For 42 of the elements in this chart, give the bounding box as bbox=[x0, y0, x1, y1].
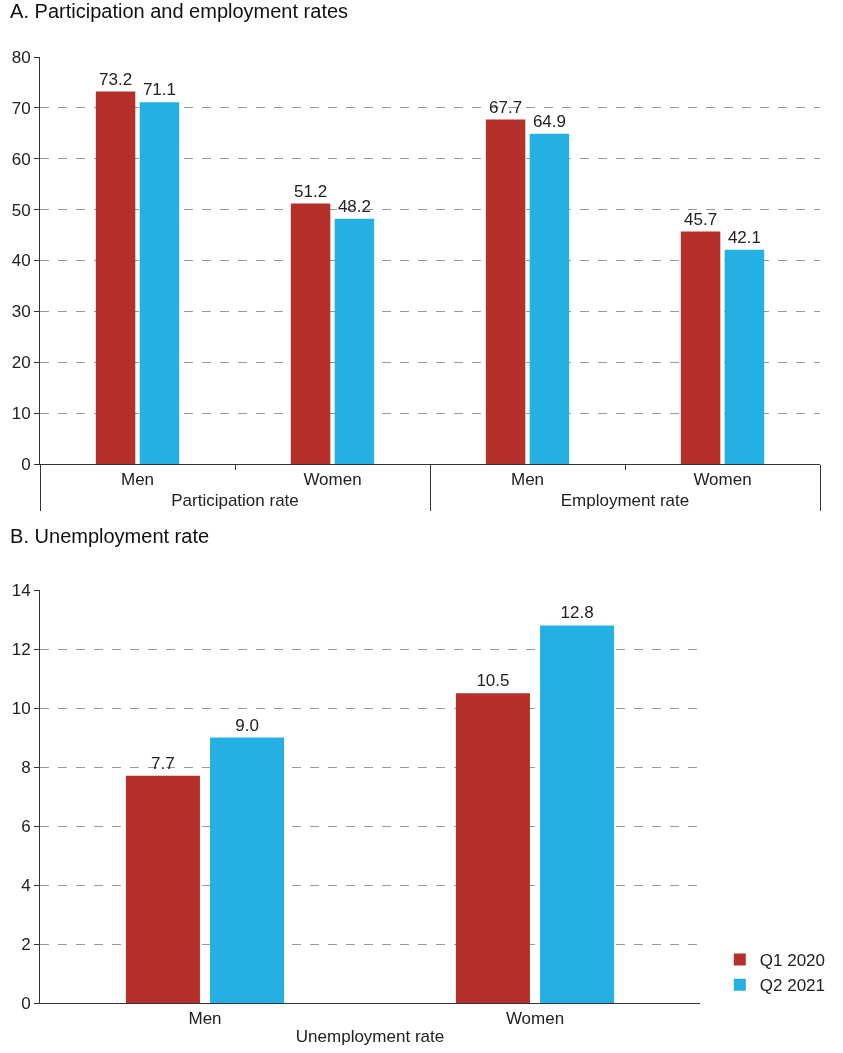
x-axis-title: Unemployment rate bbox=[295, 1026, 445, 1046]
data-label: 64.9 bbox=[532, 111, 566, 131]
x-tick-label: Women bbox=[303, 470, 362, 490]
y-tick-label: 60 bbox=[11, 149, 31, 169]
data-label: 73.2 bbox=[99, 69, 133, 89]
y-tick-label: 4 bbox=[21, 875, 31, 895]
y-tick-label: 50 bbox=[11, 200, 31, 220]
x-tick-label: Men bbox=[120, 470, 155, 490]
y-tick-label: 10 bbox=[11, 404, 31, 424]
legend-label: Q2 2021 bbox=[759, 976, 826, 996]
x-tick-label: Women bbox=[693, 470, 752, 490]
y-tick-label: 12 bbox=[11, 639, 31, 659]
y-tick-label: 0 bbox=[21, 454, 31, 474]
y-tick-label: 10 bbox=[11, 698, 31, 718]
text: Employment rate bbox=[560, 491, 690, 511]
y-tick-label: 0 bbox=[21, 993, 31, 1013]
legend-label: Q1 2020 bbox=[759, 951, 826, 971]
y-tick-label: 20 bbox=[11, 353, 31, 373]
data-label: 67.7 bbox=[489, 97, 523, 117]
x-tick-label: Men bbox=[188, 1009, 222, 1029]
y-tick-label: 70 bbox=[11, 98, 31, 118]
y-tick-label: 14 bbox=[11, 580, 31, 600]
x-tick-label: Men bbox=[510, 470, 545, 490]
x-tick-label: Women bbox=[505, 1009, 565, 1029]
y-tick-label: 30 bbox=[11, 302, 31, 322]
y-tick-label: 2 bbox=[21, 934, 31, 954]
data-label: 10.5 bbox=[476, 671, 510, 691]
chart-title: B. Unemployment rate bbox=[10, 525, 210, 547]
chart-title: A. Participation and employment rates bbox=[10, 0, 349, 22]
y-tick-label: 80 bbox=[11, 47, 31, 67]
data-label: 45.7 bbox=[684, 209, 718, 229]
y-tick-label: 40 bbox=[11, 251, 31, 271]
data-label: 9.0 bbox=[235, 715, 259, 735]
data-label: 71.1 bbox=[142, 80, 176, 100]
y-tick-label: 8 bbox=[21, 757, 31, 777]
y-tick-label: 6 bbox=[21, 816, 31, 836]
data-label: 48.2 bbox=[337, 196, 371, 216]
data-label: 42.1 bbox=[727, 227, 761, 247]
data-label: 51.2 bbox=[294, 181, 328, 201]
data-label: 7.7 bbox=[151, 753, 175, 773]
data-label: 12.8 bbox=[560, 603, 594, 623]
text: Participation rate bbox=[171, 491, 299, 511]
